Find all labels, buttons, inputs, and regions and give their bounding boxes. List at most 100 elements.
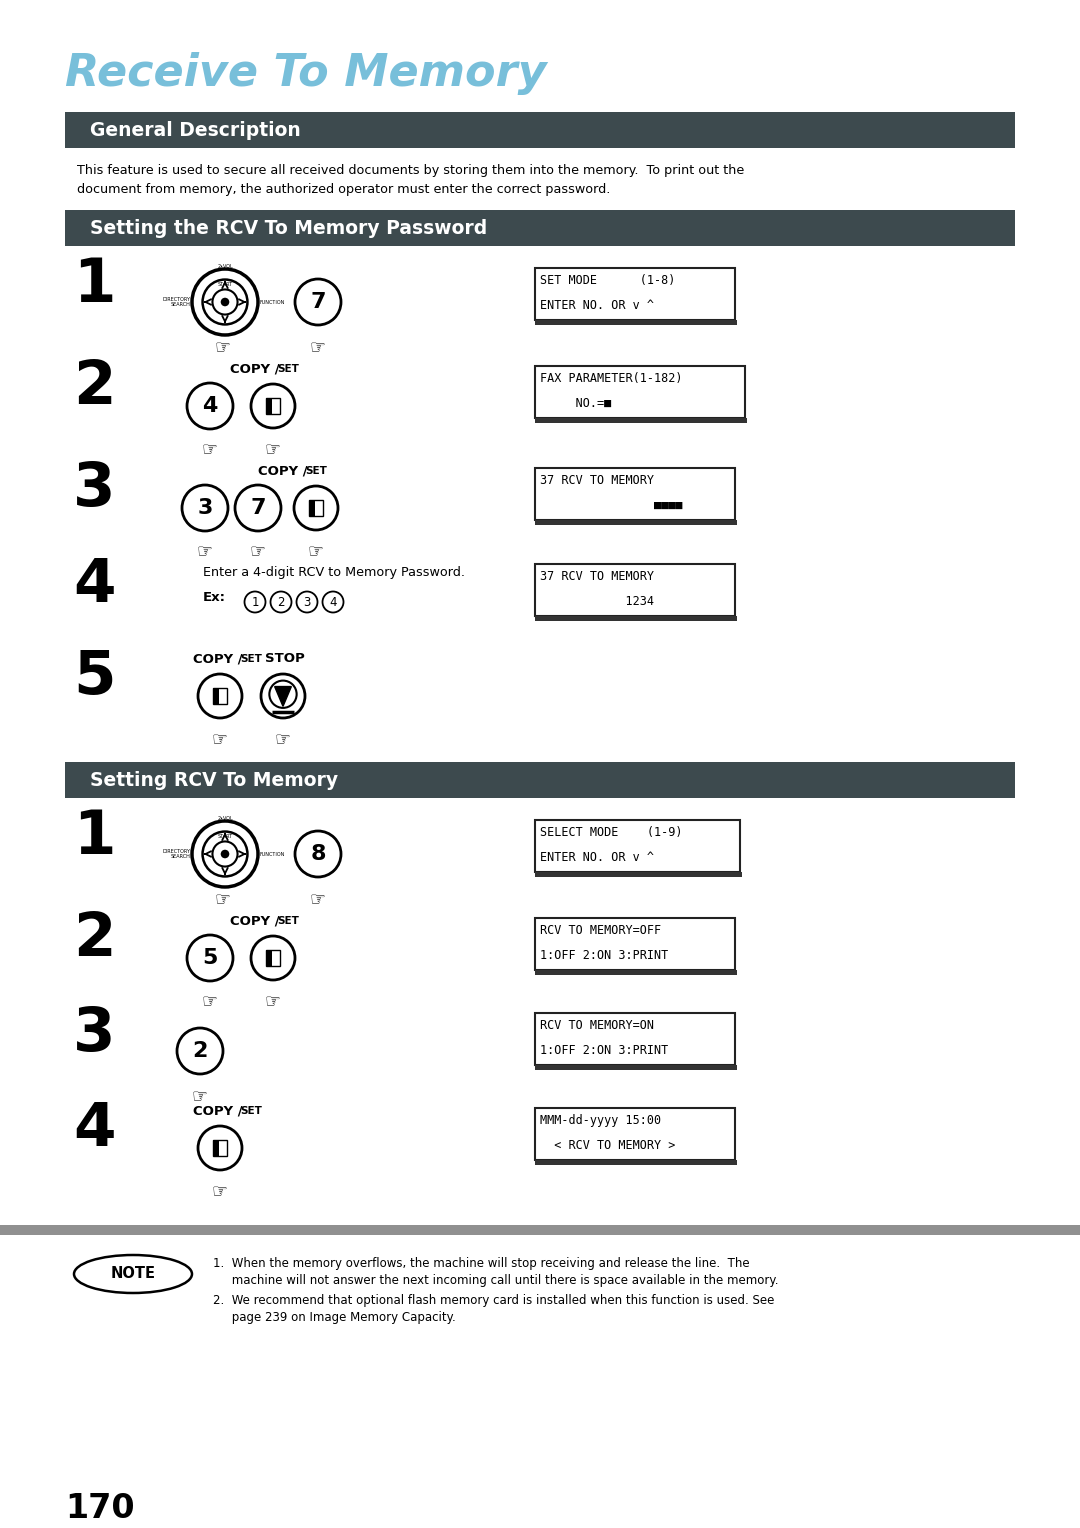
Text: 1234: 1234 <box>540 594 654 608</box>
FancyBboxPatch shape <box>535 1160 737 1164</box>
Text: 1: 1 <box>73 257 116 315</box>
FancyBboxPatch shape <box>213 688 227 704</box>
Text: 37 RCV TO MEMORY: 37 RCV TO MEMORY <box>540 570 654 584</box>
FancyBboxPatch shape <box>65 112 1015 148</box>
FancyBboxPatch shape <box>535 1013 735 1065</box>
Circle shape <box>261 674 305 718</box>
Text: ☞: ☞ <box>212 730 228 749</box>
Text: SET: SET <box>276 915 299 926</box>
Text: 7: 7 <box>310 292 326 312</box>
FancyBboxPatch shape <box>535 267 735 319</box>
Circle shape <box>198 674 242 718</box>
Text: 3: 3 <box>73 460 116 520</box>
Text: 2: 2 <box>192 1041 207 1060</box>
FancyBboxPatch shape <box>213 688 219 704</box>
Circle shape <box>187 935 233 981</box>
Text: 1: 1 <box>252 596 259 608</box>
Circle shape <box>177 1028 222 1074</box>
FancyBboxPatch shape <box>535 419 747 423</box>
FancyBboxPatch shape <box>309 500 315 516</box>
Text: Setting the RCV To Memory Password: Setting the RCV To Memory Password <box>77 219 487 237</box>
Text: Setting RCV To Memory: Setting RCV To Memory <box>77 770 338 790</box>
Text: Enter a 4-digit RCV to Memory Password.: Enter a 4-digit RCV to Memory Password. <box>203 565 465 579</box>
Text: ■■■■: ■■■■ <box>540 498 683 512</box>
FancyBboxPatch shape <box>309 500 323 516</box>
Text: 5: 5 <box>202 947 218 969</box>
Text: Receive To Memory: Receive To Memory <box>65 52 546 95</box>
Text: 2.  We recommend that optional flash memory card is installed when this function: 2. We recommend that optional flash memo… <box>213 1294 774 1306</box>
Text: ☞: ☞ <box>275 730 292 749</box>
Text: 3: 3 <box>73 1005 116 1063</box>
Text: 1: 1 <box>73 808 116 866</box>
Text: SET: SET <box>240 654 261 665</box>
FancyBboxPatch shape <box>65 209 1015 246</box>
FancyBboxPatch shape <box>535 970 737 975</box>
Text: ☞: ☞ <box>192 1086 208 1105</box>
Circle shape <box>187 384 233 429</box>
FancyBboxPatch shape <box>535 468 735 520</box>
Text: 5: 5 <box>73 648 116 707</box>
Text: 2: 2 <box>73 358 116 417</box>
Text: 2: 2 <box>278 596 285 608</box>
Text: START: START <box>217 283 232 287</box>
Circle shape <box>220 850 229 859</box>
FancyBboxPatch shape <box>535 872 742 877</box>
Text: 3: 3 <box>303 596 311 608</box>
Text: DIRECTORY
SEARCH: DIRECTORY SEARCH <box>162 296 190 307</box>
Text: START: START <box>217 834 232 839</box>
Text: 2•VOL: 2•VOL <box>217 264 233 269</box>
Text: 1:OFF 2:ON 3:PRINT: 1:OFF 2:ON 3:PRINT <box>540 1044 669 1057</box>
Text: COPY /: COPY / <box>230 914 280 927</box>
Text: 4: 4 <box>202 396 218 416</box>
Text: 2•VOL: 2•VOL <box>217 816 233 821</box>
Text: 3: 3 <box>198 498 213 518</box>
Text: 4: 4 <box>73 556 116 614</box>
Circle shape <box>295 831 341 877</box>
Text: ENTER NO. OR v ^: ENTER NO. OR v ^ <box>540 851 654 863</box>
Text: 2: 2 <box>73 911 116 969</box>
Text: NOTE: NOTE <box>110 1267 156 1282</box>
FancyBboxPatch shape <box>266 950 280 966</box>
Text: ☞: ☞ <box>310 889 326 908</box>
Text: ☞: ☞ <box>215 338 231 356</box>
Text: ☞: ☞ <box>249 542 266 559</box>
Text: machine will not answer the next incoming call until there is space available in: machine will not answer the next incomin… <box>213 1274 779 1287</box>
Text: NO.=■: NO.=■ <box>540 397 611 410</box>
Text: < RCV TO MEMORY >: < RCV TO MEMORY > <box>540 1138 675 1152</box>
Circle shape <box>251 937 295 979</box>
Text: 37 RCV TO MEMORY: 37 RCV TO MEMORY <box>540 474 654 487</box>
Circle shape <box>235 484 281 532</box>
Text: SET: SET <box>240 1106 261 1115</box>
Text: 1.  When the memory overflows, the machine will stop receiving and release the l: 1. When the memory overflows, the machin… <box>213 1258 750 1270</box>
Text: 4: 4 <box>329 596 337 608</box>
Text: COPY /: COPY / <box>193 1105 243 1117</box>
Text: 4: 4 <box>73 1100 116 1160</box>
FancyBboxPatch shape <box>0 1225 1080 1235</box>
Text: ENTER NO. OR v ^: ENTER NO. OR v ^ <box>540 299 654 312</box>
Text: ☞: ☞ <box>265 992 281 1010</box>
Text: ☞: ☞ <box>197 542 213 559</box>
Polygon shape <box>274 686 292 706</box>
Text: page 239 on Image Memory Capacity.: page 239 on Image Memory Capacity. <box>213 1311 456 1323</box>
FancyBboxPatch shape <box>535 918 735 970</box>
Text: FAX PARAMETER(1-182): FAX PARAMETER(1-182) <box>540 371 683 385</box>
FancyBboxPatch shape <box>266 950 272 966</box>
Text: DIRECTORY
SEARCH: DIRECTORY SEARCH <box>162 848 190 859</box>
FancyBboxPatch shape <box>266 397 280 414</box>
Text: SET: SET <box>305 466 327 477</box>
Text: FUNCTION: FUNCTION <box>259 299 285 304</box>
FancyBboxPatch shape <box>535 821 740 872</box>
Circle shape <box>220 298 229 306</box>
Text: SET: SET <box>276 364 299 374</box>
Text: ☞: ☞ <box>310 338 326 356</box>
Text: COPY /: COPY / <box>193 652 243 665</box>
Text: General Description: General Description <box>77 121 300 139</box>
Circle shape <box>251 384 295 428</box>
Text: ☞: ☞ <box>265 440 281 458</box>
Circle shape <box>294 486 338 530</box>
Text: SELECT MODE    (1-9): SELECT MODE (1-9) <box>540 827 683 839</box>
Text: COPY /: COPY / <box>230 362 280 374</box>
FancyBboxPatch shape <box>535 319 737 325</box>
Text: Ex:: Ex: <box>203 591 226 604</box>
Text: ☞: ☞ <box>212 1183 228 1199</box>
